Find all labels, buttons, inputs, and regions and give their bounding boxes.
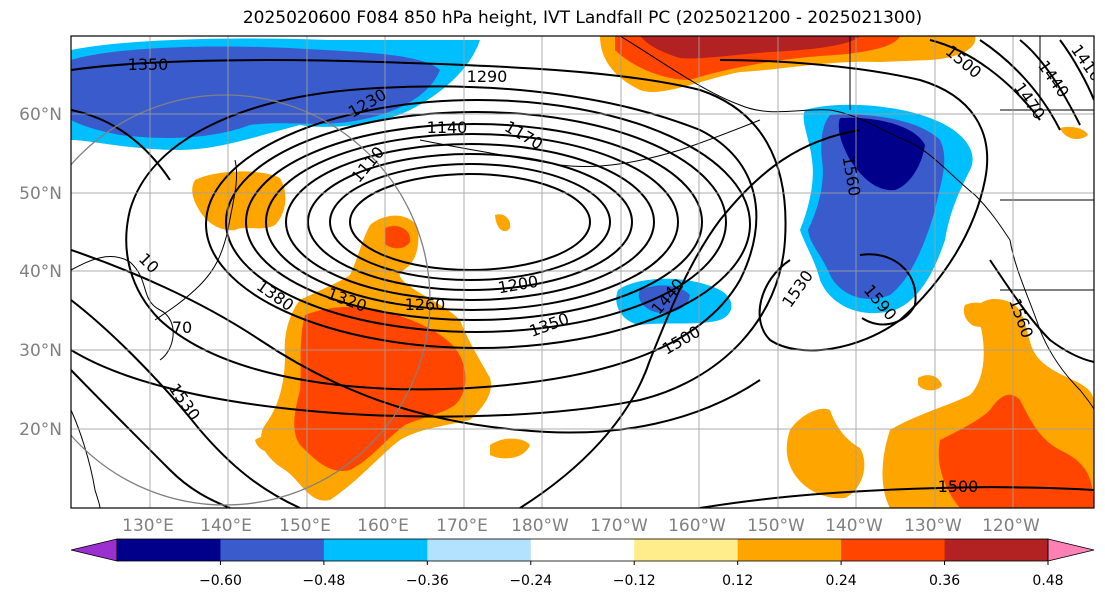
height-contour xyxy=(1019,39,1081,126)
contour-label: 70 xyxy=(172,318,192,337)
ivt-positive-core-southeast xyxy=(938,394,1094,508)
height-contour xyxy=(719,59,989,352)
height-contours xyxy=(71,39,1094,508)
contour-label: 1290 xyxy=(467,67,508,86)
colorbar-bin xyxy=(117,539,221,561)
colorbar-bin xyxy=(530,539,635,561)
lon-tick-label: 180°W xyxy=(511,516,569,536)
height-contour xyxy=(979,39,1061,131)
contour-label: 1500 xyxy=(938,477,979,496)
lon-tick-label: 130°W xyxy=(904,516,962,536)
coastline-alaska xyxy=(619,36,1011,241)
lon-tick-label: 170°W xyxy=(590,516,648,536)
lon-tick-label: 140°W xyxy=(825,516,883,536)
ivt-positive-tiny-south xyxy=(918,375,942,391)
ivt-strong-core-north xyxy=(640,36,860,59)
ivt-positive-small-central xyxy=(385,225,411,249)
lon-tick-label: 130°E xyxy=(122,516,174,536)
height-contour xyxy=(349,173,591,271)
height-contour xyxy=(699,486,1094,508)
ivt-strongest-core-east xyxy=(838,117,925,191)
ivt-positive-patch-south xyxy=(786,408,865,499)
ivt-positive-tiny-east xyxy=(1060,126,1088,140)
coastline-west-america xyxy=(1009,239,1094,411)
lon-tick-label: 160°W xyxy=(668,516,726,536)
height-contour xyxy=(307,153,633,291)
landfall-circle xyxy=(71,94,431,506)
lat-tick-label: 30°N xyxy=(19,341,62,361)
colorbar-bin xyxy=(737,539,842,561)
border-lines xyxy=(849,36,1094,291)
height-contour xyxy=(71,249,761,434)
lat-tick-label: 60°N xyxy=(19,105,62,125)
lon-tick-label: 160°E xyxy=(357,516,409,536)
colorbar-bin xyxy=(427,539,532,561)
colorbar-bin xyxy=(944,539,1049,561)
contour-label: 1350 xyxy=(128,55,169,74)
colorbar-bin xyxy=(323,539,428,561)
plot-title: 2025020600 F084 850 hPa height, IVT Land… xyxy=(242,8,923,28)
colorbar-tick-label: 0.48 xyxy=(1032,573,1063,589)
height-contour xyxy=(329,163,611,281)
contour-label: 1260 xyxy=(405,295,446,314)
ivt-positive-patch-baja xyxy=(963,302,995,327)
colorbar-tick-label: 0.36 xyxy=(929,573,960,589)
gridlines xyxy=(71,36,1094,508)
lon-tick-label: 170°E xyxy=(436,516,488,536)
lon-tick-label: 140°E xyxy=(200,516,252,536)
lon-tick-label: 150°W xyxy=(747,516,805,536)
ivt-positive-tiny-central xyxy=(495,214,511,232)
lat-tick-label: 40°N xyxy=(19,262,62,282)
height-contour xyxy=(71,299,301,508)
colorbar-tick-label: −0.12 xyxy=(613,573,656,589)
colorbar-bin xyxy=(634,539,739,561)
height-contour xyxy=(859,253,917,326)
lat-tick-label: 50°N xyxy=(19,184,62,204)
coastline-aleutians xyxy=(419,119,761,167)
ivt-positive-hawaii-south xyxy=(255,435,281,453)
lon-axis: 130°E 140°E 150°E 160°E 170°E 180°W 170°W 160°W… xyxy=(122,516,1040,536)
height-contour xyxy=(125,85,758,391)
height-contour xyxy=(989,259,1094,363)
coastlines xyxy=(71,36,1094,508)
colorbar-extend-high xyxy=(1047,538,1095,562)
colorbar-tick-label: 0.24 xyxy=(826,573,857,589)
colorbar-bin xyxy=(841,539,946,561)
height-contour xyxy=(519,129,861,508)
colorbar-tick-label: −0.48 xyxy=(302,573,345,589)
height-contour xyxy=(285,143,655,301)
colorbar-tick-label: −0.24 xyxy=(509,573,552,589)
colorbar-tick-label: −0.36 xyxy=(406,573,449,589)
coastline-japan xyxy=(154,159,238,321)
colorbar-bin xyxy=(220,539,325,561)
height-contour xyxy=(71,369,231,508)
height-contour xyxy=(71,59,787,418)
height-contour xyxy=(225,111,727,333)
map-frame xyxy=(70,35,1095,509)
ivt-negative-patch-central-core xyxy=(638,285,690,313)
ivt-shading xyxy=(71,36,1094,508)
colorbar-tick-label: −0.60 xyxy=(199,573,242,589)
colorbar: −0.60 −0.48 −0.36 −0.24 −0.12 0.12 0.24 0.36 0.4… xyxy=(70,538,1095,589)
lat-tick-label: 20°N xyxy=(19,420,62,440)
colorbar-extend-low xyxy=(70,538,118,562)
colorbar-tick-label: 0.12 xyxy=(722,573,753,589)
coastline-asia xyxy=(71,256,174,361)
ivt-positive-south-central xyxy=(490,438,530,459)
colorbar-frame xyxy=(116,538,1049,562)
height-contour xyxy=(1059,39,1094,101)
height-contour xyxy=(265,133,679,311)
coastline-philippines xyxy=(71,409,101,508)
lon-tick-label: 150°E xyxy=(279,516,331,536)
contour-label: 1140 xyxy=(427,118,468,137)
height-contour xyxy=(205,99,751,349)
height-contour xyxy=(245,123,703,321)
height-contour xyxy=(929,39,1041,121)
lat-axis: 60°N 50°N 40°N 30°N 20°N xyxy=(19,105,62,440)
lon-tick-label: 120°W xyxy=(982,516,1040,536)
